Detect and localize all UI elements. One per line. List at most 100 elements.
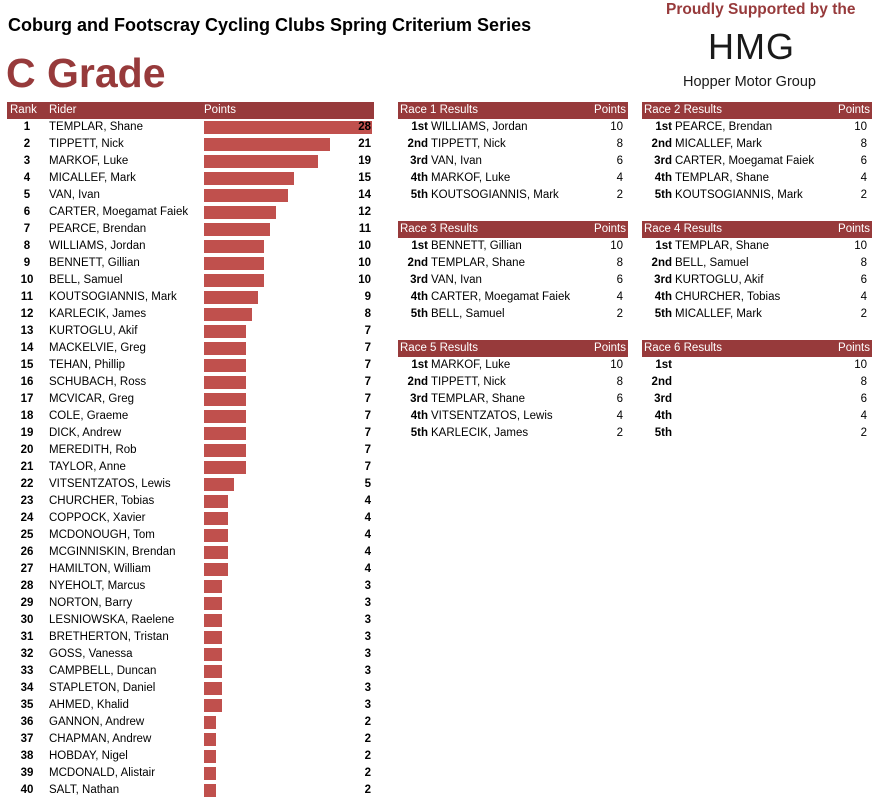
rider-cell: VAN, Ivan: [431, 155, 482, 167]
points-cell: 4: [616, 410, 623, 422]
position-cell: 5th: [410, 427, 428, 439]
position-cell: 1st: [655, 359, 672, 371]
grade-title: C Grade: [6, 50, 166, 96]
rank-cell: 27: [20, 563, 34, 575]
standings-row: 19 DICK, Andrew 7: [7, 425, 374, 442]
points-cell: 3: [364, 682, 371, 694]
points-cell: 7: [364, 359, 371, 371]
position-cell: 3rd: [410, 155, 428, 167]
standings-header: Rank Rider Points: [7, 102, 374, 119]
standings-table: Rank Rider Points 1 TEMPLAR, Shane 28 2 TIPP…: [7, 102, 374, 802]
standings-row: 27 HAMILTON, William 4: [7, 561, 374, 578]
standings-row: 32 GOSS, Vanessa 3: [7, 646, 374, 663]
rider-cell: TIPPETT, Nick: [431, 138, 506, 150]
points-bar: [204, 376, 246, 389]
rank-cell: 24: [20, 512, 34, 524]
race-result-row: 4th TEMPLAR, Shane 4: [642, 170, 872, 187]
rank-header: Rank: [10, 104, 37, 116]
points-cell: 3: [364, 631, 371, 643]
race-result-row: 1st WILLIAMS, Jordan 10: [398, 119, 628, 136]
points-cell: 7: [364, 427, 371, 439]
race-result-row: 1st TEMPLAR, Shane 10: [642, 238, 872, 255]
points-cell: 2: [860, 189, 867, 201]
standings-row: 25 MCDONOUGH, Tom 4: [7, 527, 374, 544]
points-bar: [204, 427, 246, 440]
points-cell: 6: [616, 393, 623, 405]
race-header: Race 1 Results Points: [398, 102, 628, 119]
rank-cell: 14: [20, 342, 34, 354]
points-bar: [204, 393, 246, 406]
position-cell: 2nd: [407, 376, 428, 388]
race-result-row: 2nd MICALLEF, Mark 8: [642, 136, 872, 153]
standings-row: 36 GANNON, Andrew 2: [7, 714, 374, 731]
rider-cell: KARLECIK, James: [49, 308, 147, 320]
points-bar: [204, 223, 270, 236]
position-cell: 2nd: [407, 257, 428, 269]
race-points-header: Points: [594, 342, 626, 354]
standings-row: 34 STAPLETON, Daniel 3: [7, 680, 374, 697]
points-cell: 4: [860, 410, 867, 422]
position-cell: 2nd: [407, 138, 428, 150]
race-result-row: 5th KARLECIK, James 2: [398, 425, 628, 442]
rider-cell: WILLIAMS, Jordan: [49, 240, 146, 252]
points-bar: [204, 138, 330, 151]
rider-cell: COPPOCK, Xavier: [49, 512, 146, 524]
points-bar: [204, 274, 264, 287]
rider-cell: AHMED, Khalid: [49, 699, 129, 711]
rider-cell: BELL, Samuel: [675, 257, 749, 269]
rider-cell: VAN, Ivan: [431, 274, 482, 286]
standings-row: 21 TAYLOR, Anne 7: [7, 459, 374, 476]
rank-cell: 3: [23, 155, 31, 167]
points-cell: 4: [860, 291, 867, 303]
race-table: Race 2 Results Points 1st PEARCE, Brendan 10…: [642, 102, 872, 204]
race-result-row: 5th MICALLEF, Mark 2: [642, 306, 872, 323]
rank-cell: 7: [23, 223, 31, 235]
rider-cell: WILLIAMS, Jordan: [431, 121, 528, 133]
rank-cell: 10: [20, 274, 34, 286]
rider-cell: TEMPLAR, Shane: [431, 257, 525, 269]
points-cell: 4: [364, 529, 371, 541]
race-result-row: 2nd TIPPETT, Nick 8: [398, 136, 628, 153]
points-cell: 2: [860, 308, 867, 320]
position-cell: 5th: [654, 189, 672, 201]
rank-cell: 23: [20, 495, 34, 507]
points-bar: [204, 682, 222, 695]
race-header: Race 2 Results Points: [642, 102, 872, 119]
race-result-row: 1st BENNETT, Gillian 10: [398, 238, 628, 255]
points-cell: 4: [364, 495, 371, 507]
points-cell: 10: [358, 240, 371, 252]
position-cell: 4th: [654, 410, 672, 422]
points-cell: 4: [860, 172, 867, 184]
race-title: Race 4 Results: [644, 223, 722, 235]
standings-row: 28 NYEHOLT, Marcus 3: [7, 578, 374, 595]
rank-cell: 30: [20, 614, 34, 626]
position-cell: 5th: [410, 189, 428, 201]
points-cell: 8: [616, 138, 623, 150]
position-cell: 3rd: [654, 274, 672, 286]
points-bar: [204, 257, 264, 270]
rider-cell: DICK, Andrew: [49, 427, 122, 439]
points-cell: 4: [616, 172, 623, 184]
rank-cell: 25: [20, 529, 34, 541]
points-cell: 7: [364, 410, 371, 422]
race-header: Race 6 Results Points: [642, 340, 872, 357]
position-cell: 3rd: [654, 155, 672, 167]
race-header: Race 4 Results Points: [642, 221, 872, 238]
rider-cell: KOUTSOGIANNIS, Mark: [675, 189, 803, 201]
race-result-row: 5th KOUTSOGIANNIS, Mark 2: [398, 187, 628, 204]
position-cell: 1st: [411, 121, 428, 133]
race-points-header: Points: [838, 342, 870, 354]
points-bar: [204, 546, 228, 559]
points-cell: 10: [610, 359, 623, 371]
rank-cell: 15: [20, 359, 34, 371]
points-cell: 21: [358, 138, 371, 150]
points-cell: 3: [364, 665, 371, 677]
sponsor-text: Proudly Supported by the: [666, 1, 856, 18]
rank-cell: 13: [20, 325, 34, 337]
standings-row: 35 AHMED, Khalid 3: [7, 697, 374, 714]
points-cell: 8: [860, 376, 867, 388]
rider-cell: MARKOF, Luke: [431, 359, 511, 371]
rank-cell: 12: [20, 308, 34, 320]
rider-cell: KARLECIK, James: [431, 427, 529, 439]
rank-cell: 16: [20, 376, 34, 388]
